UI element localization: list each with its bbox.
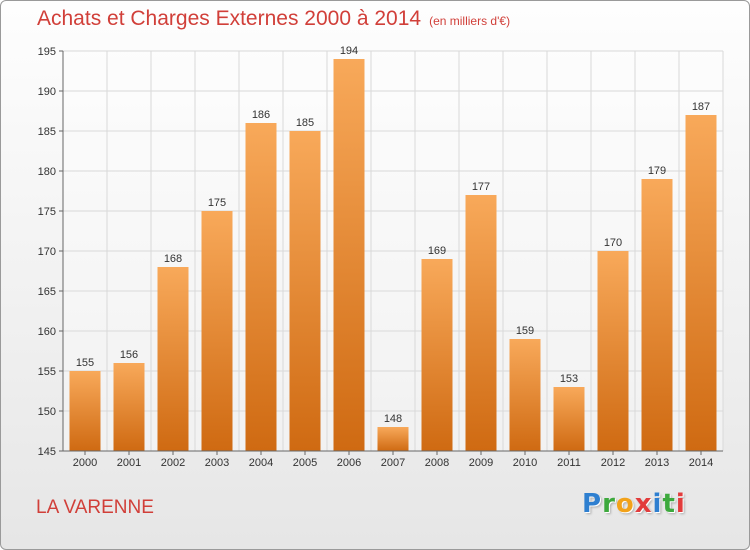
bar-value-label: 194 <box>340 45 358 57</box>
bar[interactable] <box>245 123 277 451</box>
bar-value-label: 169 <box>428 245 446 257</box>
bar-value-label: 186 <box>252 109 270 121</box>
bar-value-label: 153 <box>560 373 578 385</box>
y-tick-label: 190 <box>38 86 56 98</box>
bar-value-label: 175 <box>208 197 226 209</box>
x-tick-label: 2012 <box>601 457 625 469</box>
y-tick-label: 145 <box>38 446 56 458</box>
bar-value-label: 168 <box>164 253 182 265</box>
bar-value-label: 177 <box>472 181 490 193</box>
bar-value-label: 170 <box>604 237 622 249</box>
chart-title: Achats et Charges Externes 2000 à 2014 (e… <box>37 7 510 31</box>
commune-name: LA VARENNE <box>36 497 154 518</box>
bar[interactable] <box>685 115 717 451</box>
y-tick-label: 165 <box>38 286 56 298</box>
bar-value-label: 179 <box>648 165 666 177</box>
y-tick-label: 170 <box>38 246 56 258</box>
bar-value-label: 159 <box>516 325 534 337</box>
bar[interactable] <box>641 179 673 451</box>
logo-letter: i <box>675 489 686 519</box>
logo-letter: x <box>634 489 653 519</box>
x-tick-label: 2008 <box>425 457 449 469</box>
y-tick-label: 150 <box>38 406 56 418</box>
x-tick-label: 2014 <box>689 457 713 469</box>
y-tick-label: 155 <box>38 366 56 378</box>
bar[interactable] <box>465 195 497 451</box>
bar[interactable] <box>377 427 409 451</box>
x-tick-label: 2009 <box>469 457 493 469</box>
chart-title-text: Achats et Charges Externes 2000 à 2014 <box>37 7 422 30</box>
logo-letter: r <box>602 489 616 519</box>
bar[interactable] <box>289 131 321 451</box>
bar[interactable] <box>553 387 585 451</box>
logo-letter: t <box>662 489 676 519</box>
bar[interactable] <box>201 211 233 451</box>
bar[interactable] <box>421 259 453 451</box>
bar[interactable] <box>157 267 189 451</box>
y-tick-label: 195 <box>38 46 56 58</box>
x-tick-label: 2000 <box>73 457 97 469</box>
x-tick-label: 2006 <box>337 457 361 469</box>
bar-value-label: 155 <box>76 357 94 369</box>
y-tick-label: 185 <box>38 126 56 138</box>
bar-value-label: 187 <box>692 101 710 113</box>
bar[interactable] <box>333 59 365 451</box>
x-tick-label: 2002 <box>161 457 185 469</box>
x-tick-label: 2001 <box>117 457 141 469</box>
logo-letter: o <box>615 489 635 519</box>
x-tick-label: 2010 <box>513 457 537 469</box>
x-tick-label: 2003 <box>205 457 229 469</box>
bar[interactable] <box>113 363 145 451</box>
logo-letter: P <box>582 489 603 519</box>
proxiti-logo[interactable]: Proxiti <box>582 489 686 519</box>
y-tick-label: 160 <box>38 326 56 338</box>
x-tick-label: 2013 <box>645 457 669 469</box>
logo-letter: i <box>652 489 663 519</box>
bar-value-label: 148 <box>384 413 402 425</box>
bar-value-label: 185 <box>296 117 314 129</box>
y-tick-label: 175 <box>38 206 56 218</box>
bar[interactable] <box>69 371 101 451</box>
bar[interactable] <box>597 251 629 451</box>
chart-unit-label: (en milliers d'€) <box>429 14 511 28</box>
x-tick-label: 2005 <box>293 457 317 469</box>
bar-value-label: 156 <box>120 349 138 361</box>
x-tick-label: 2011 <box>557 457 581 469</box>
y-tick-label: 180 <box>38 166 56 178</box>
x-tick-label: 2004 <box>249 457 273 469</box>
bar[interactable] <box>509 339 541 451</box>
x-tick-label: 2007 <box>381 457 405 469</box>
